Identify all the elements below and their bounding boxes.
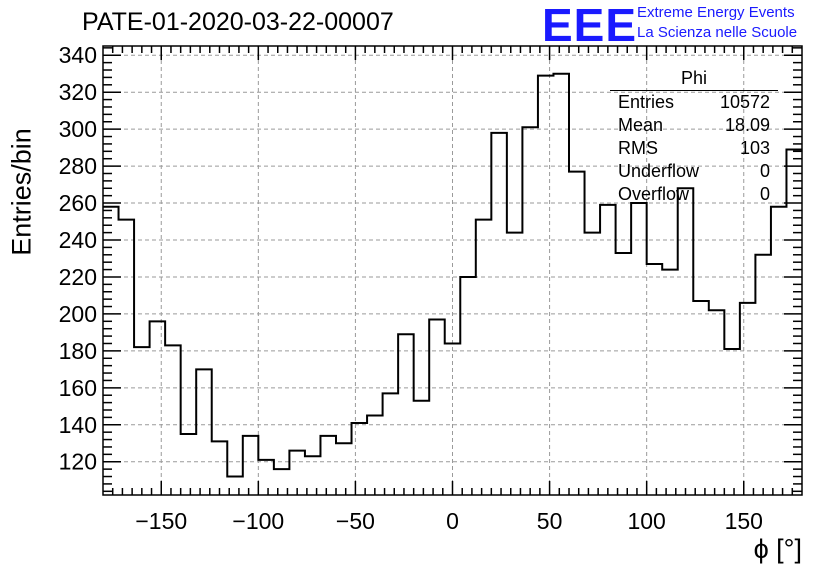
y-tick-label: 140 — [59, 412, 97, 438]
histogram-bin — [367, 416, 383, 495]
y-tick-labels: 120 140 160 180 200 220 240 260 280 300 320 340 — [59, 42, 97, 475]
x-tick-label: 50 — [537, 508, 563, 534]
x-tick-label: 100 — [627, 508, 665, 534]
histogram-bin — [491, 133, 507, 495]
histogram-bin — [119, 220, 135, 495]
axis-ticks — [103, 46, 802, 495]
stats-box: Phi Entries 10572 Mean 18.09 RMS 103 Und… — [610, 68, 778, 207]
x-axis-label: ϕ [°] — [753, 534, 802, 564]
histogram-bin — [150, 321, 166, 495]
stats-label: Overflow — [618, 184, 690, 204]
stats-row: Entries 10572 — [610, 92, 778, 115]
histogram-bin — [336, 443, 352, 495]
y-tick-label: 200 — [59, 301, 97, 327]
x-tick-labels: −150 −100 −50 0 50 100 150 — [135, 508, 763, 534]
x-tick-label: 150 — [725, 508, 763, 534]
histogram-bin — [740, 303, 756, 495]
y-axis-label: Entries/bin — [6, 128, 37, 256]
x-tick-label: −100 — [232, 508, 284, 534]
y-tick-label: 280 — [59, 153, 97, 179]
stats-value: 18.09 — [724, 115, 770, 135]
y-tick-label: 160 — [59, 375, 97, 401]
histogram-bin — [600, 205, 616, 495]
histogram-bin — [414, 401, 430, 495]
y-tick-label: 340 — [59, 42, 97, 68]
y-tick-label: 260 — [59, 190, 97, 216]
histogram-bin — [165, 345, 181, 495]
y-tick-label: 180 — [59, 338, 97, 364]
histogram-bin — [724, 349, 740, 495]
histogram-bin — [134, 347, 150, 495]
histogram-bin — [553, 74, 569, 495]
y-tick-label: 320 — [59, 79, 97, 105]
y-axis-label-box: Entries/bin — [6, 112, 38, 272]
stats-row: RMS 103 — [610, 138, 778, 161]
histogram-bin — [258, 460, 274, 495]
y-tick-label: 240 — [59, 227, 97, 253]
stats-label: Underflow — [618, 161, 700, 181]
histogram-bin — [709, 310, 725, 495]
histogram-bin — [522, 127, 538, 495]
histogram-bin — [352, 423, 368, 495]
eee-logo: EEE — [542, 0, 638, 51]
histogram-bin — [398, 334, 414, 495]
stats-value: 0 — [759, 161, 770, 181]
stats-value: 0 — [759, 184, 770, 204]
stats-label: RMS — [618, 138, 658, 158]
stats-row: Overflow 0 — [610, 184, 778, 207]
stats-row: Mean 18.09 — [610, 115, 778, 138]
histogram-bin — [786, 149, 802, 495]
histogram-bin — [755, 255, 771, 495]
histogram-bin — [662, 270, 678, 495]
stats-row: Underflow 0 — [610, 161, 778, 184]
stats-title: Phi — [610, 68, 778, 91]
x-tick-label: 0 — [446, 508, 459, 534]
histogram-bin — [429, 319, 445, 495]
histogram-bin — [460, 277, 476, 495]
logo-line-2: La Scienza nelle Scuole — [637, 24, 798, 41]
logo-line-1: Extreme Energy Events — [637, 4, 795, 21]
chart-title: PATE-01-2020-03-22-00007 — [82, 8, 394, 36]
x-tick-label: −50 — [336, 508, 375, 534]
histogram-bin — [243, 436, 259, 495]
histogram-bin — [212, 441, 228, 495]
histogram-bin — [647, 264, 663, 495]
stats-label: Entries — [618, 92, 675, 112]
histogram-bin — [569, 172, 585, 495]
histogram-bin — [678, 188, 694, 495]
histogram-outline — [103, 72, 802, 478]
histogram-bin — [320, 436, 336, 495]
y-tick-label: 300 — [59, 116, 97, 142]
histogram-bin — [445, 343, 461, 495]
histogram-bin — [538, 76, 554, 495]
histogram-bin — [196, 369, 212, 495]
y-tick-label: 220 — [59, 264, 97, 290]
histogram-bin — [585, 233, 601, 495]
histogram-bin — [476, 220, 492, 495]
histogram-bin — [631, 203, 647, 495]
stats-value: 10572 — [719, 92, 770, 112]
histogram-bin — [616, 253, 632, 495]
histogram-bin — [181, 434, 197, 495]
grid — [103, 46, 802, 495]
histogram-bin — [693, 301, 709, 495]
y-tick-label: 120 — [59, 449, 97, 475]
stats-label: Mean — [618, 115, 664, 135]
stats-value: 103 — [739, 138, 770, 158]
histogram-bin — [383, 393, 399, 495]
histogram-bin — [507, 233, 523, 495]
x-tick-label: −150 — [135, 508, 187, 534]
